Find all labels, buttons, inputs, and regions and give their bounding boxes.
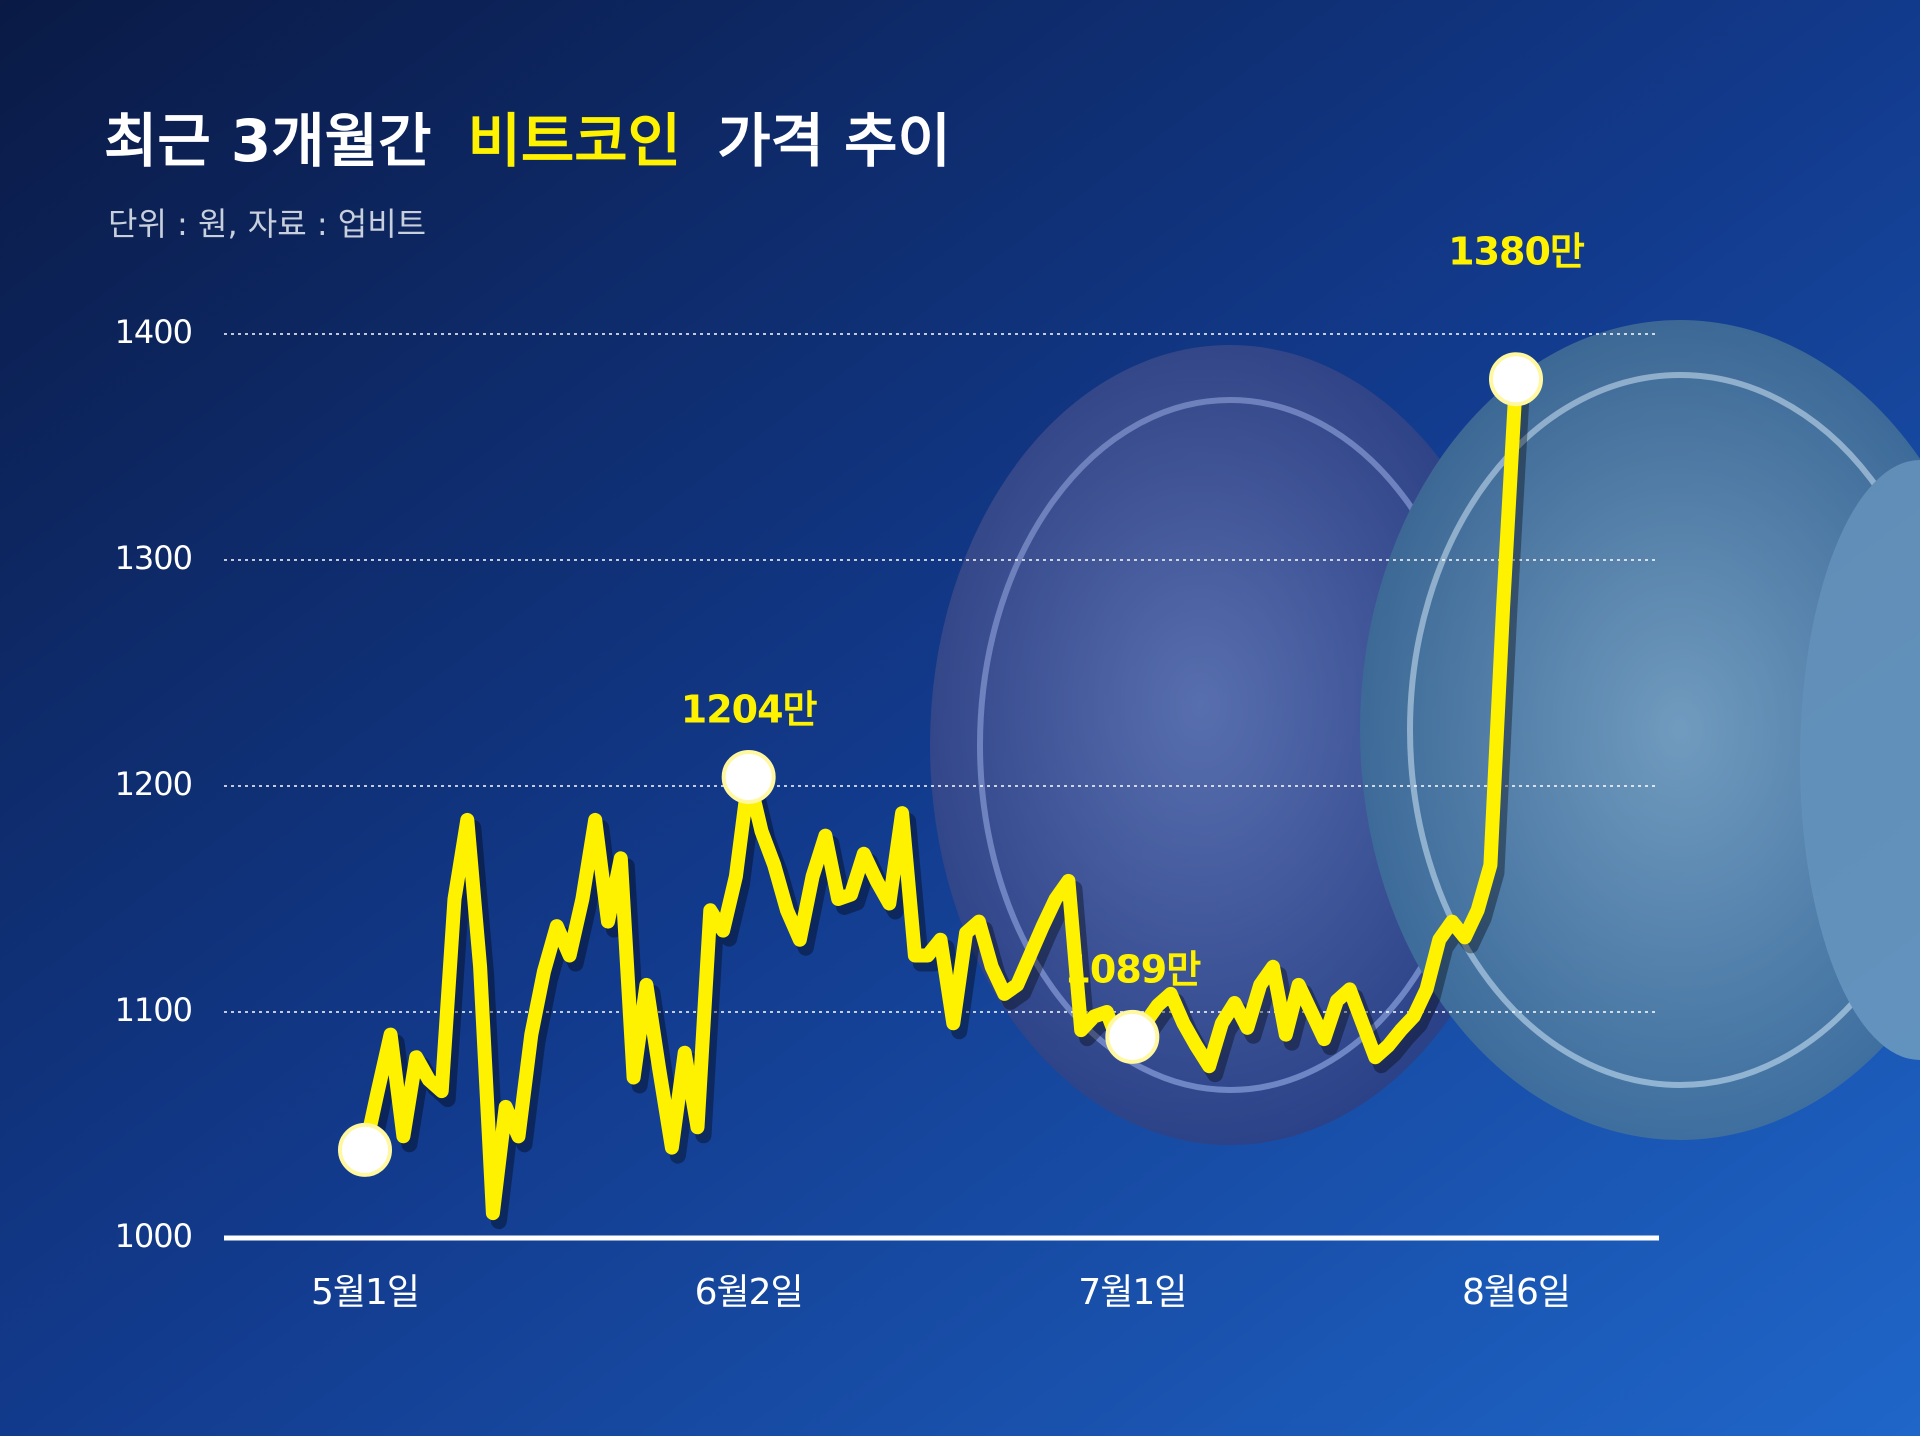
x-tick-label: 7월1일 [1078, 1272, 1186, 1313]
y-tick-label: 1200 [115, 765, 192, 803]
chart-title: 최근 3개월간 비트코인 가격 추이 [104, 107, 951, 175]
value-label: 1204만 [681, 687, 818, 731]
value-label: 1089만 [1064, 947, 1201, 991]
highlight-point [338, 1122, 392, 1177]
x-tick-label: 8월6일 [1462, 1272, 1570, 1313]
title-part: 가격 추이 [717, 107, 951, 175]
highlight-point [721, 749, 776, 804]
price-line [358, 372, 1523, 1221]
title-highlight: 비트코인 [468, 107, 681, 175]
title-part: 최근 3개월간 [104, 107, 431, 175]
highlight-point [1105, 1009, 1160, 1064]
plot-area: 1000 1100 1200 1300 1400 5월1일 6월2일 7월1일 8월6일 1204… [115, 230, 1659, 1313]
highlight-point [1489, 352, 1543, 407]
y-tick-label: 1400 [115, 313, 192, 351]
chart-subtitle: 단위 : 원, 자료 : 업비트 [108, 205, 426, 243]
y-tick-label: 1300 [115, 539, 192, 577]
x-tick-label: 6월2일 [695, 1272, 803, 1313]
value-label: 1380만 [1448, 230, 1585, 274]
y-tick-label: 1000 [115, 1217, 192, 1255]
x-tick-label: 5월1일 [311, 1272, 419, 1313]
y-tick-label: 1100 [115, 991, 192, 1029]
